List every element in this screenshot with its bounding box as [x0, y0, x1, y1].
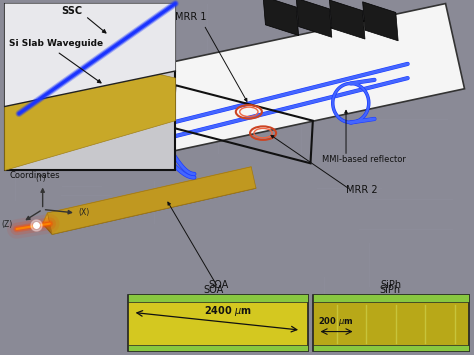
Bar [128, 345, 308, 351]
Text: (Z): (Z) [1, 220, 13, 229]
Polygon shape [363, 2, 398, 41]
Text: Coordinates: Coordinates [9, 170, 60, 180]
Text: 2400 $\mu$m: 2400 $\mu$m [204, 304, 252, 318]
Text: (Y): (Y) [36, 174, 46, 183]
Text: SSC: SSC [62, 6, 83, 16]
Polygon shape [43, 167, 251, 224]
Polygon shape [43, 178, 256, 234]
Bar [128, 294, 308, 302]
Bar [313, 345, 469, 351]
Text: (X): (X) [78, 208, 90, 217]
Bar [313, 295, 469, 351]
Text: SOA: SOA [204, 285, 224, 295]
Polygon shape [5, 64, 175, 170]
Polygon shape [296, 0, 332, 37]
Polygon shape [114, 4, 465, 160]
Text: Si Slab Waveguide: Si Slab Waveguide [9, 39, 104, 48]
Polygon shape [5, 4, 175, 106]
Text: SiPh: SiPh [379, 285, 401, 295]
Bar [5, 4, 175, 170]
Text: 200 $\mu$m: 200 $\mu$m [318, 316, 353, 328]
Text: SiPh: SiPh [381, 279, 401, 290]
Polygon shape [263, 0, 299, 36]
Text: MRR 2: MRR 2 [346, 185, 378, 196]
Text: MRR 1: MRR 1 [175, 11, 207, 22]
Polygon shape [329, 0, 365, 39]
Text: SOA: SOA [208, 279, 228, 290]
Bar [128, 295, 308, 351]
Bar [313, 294, 469, 302]
Text: MMI-based reflector: MMI-based reflector [322, 154, 406, 164]
Polygon shape [47, 167, 256, 234]
